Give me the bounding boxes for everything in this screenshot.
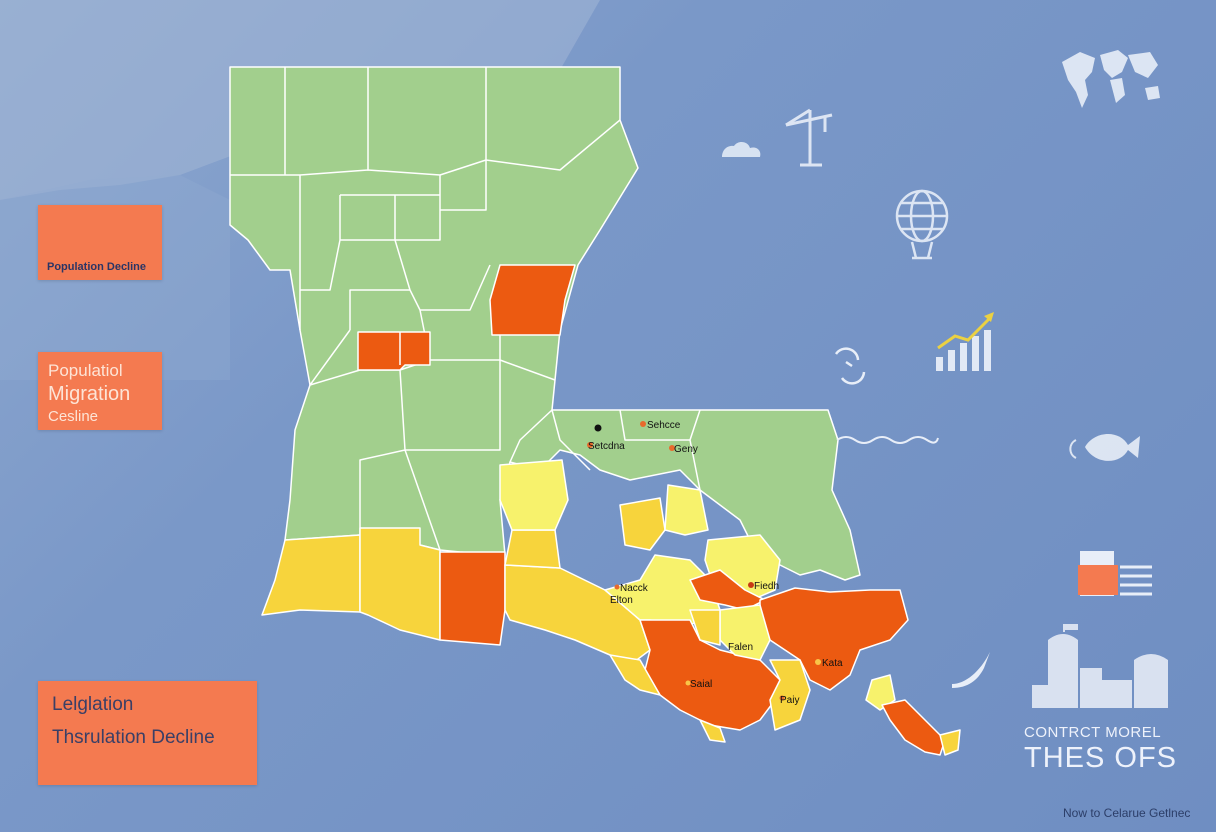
city-dot [614,584,620,590]
legend-card-population-decline: Population Decline [38,205,162,280]
region-light-decline [499,459,569,531]
city-label: Elton [610,595,633,606]
region-high-decline [489,264,576,336]
region-moderate-decline [939,729,961,756]
bird-icon [952,652,990,688]
legend-card-migration: Populatiol Migration Cesline [38,352,162,430]
legend-label: Populatiol [48,361,123,380]
state-map [229,66,961,756]
region-high-decline [881,699,946,756]
wave-icon [836,436,939,444]
city-label: Saial [690,679,712,690]
chart-trend-icon [936,312,994,371]
city-dot [669,445,675,451]
region-moderate-decline [609,654,661,696]
city-dot [685,680,691,686]
city-dot [640,421,646,427]
region-high-decline [759,587,909,691]
legend-label: Thsrulation Decline [52,727,215,748]
fish-icon [1069,433,1140,461]
globe-icon [895,189,949,260]
city-label: Falen [728,642,753,653]
city-labels: Sehcce Setcdna Geny Nacck Elton Fiedh Fa… [588,420,843,706]
refresh-icon [834,347,866,385]
legend-card-legislation: Lelglation Thsrulation Decline [38,681,257,785]
region-moderate-decline [261,534,361,616]
city-markers [587,421,821,701]
city-dot [748,582,754,588]
city-label: Setcdna [588,441,625,452]
corner-title: THES OFS [1024,742,1178,774]
city-label: Geny [674,444,698,455]
city-dot [779,695,785,701]
cloud-icon [722,142,761,157]
city-dot [587,442,593,448]
crane-icon [785,108,833,167]
region-moderate-decline [504,564,651,666]
legend-label: Population Decline [47,261,147,273]
city-label: Fiedh [754,581,779,592]
footer-text: Now to Celarue Getlnec [1063,806,1191,820]
legend-label: Lelglation [52,694,134,715]
city-label: Nacck [620,583,649,594]
parish-boundaries [230,67,701,551]
region-moderate-decline [699,719,726,743]
legend-label: Cesline [48,408,99,425]
city-label: Sehcce [647,420,681,431]
city-label: Paiy [780,695,799,706]
document-list-icon [1078,551,1152,596]
city-label: Kata [822,658,843,669]
legend-label: Migration [48,383,131,405]
region-high-decline [357,331,431,371]
region-moderate-decline [689,609,721,646]
corner-heading: CONTRCT MOREL [1024,724,1162,741]
world-map-icon [1062,50,1160,108]
region-moderate-decline [504,529,561,569]
city-dot [815,659,821,665]
region-light-decline [664,484,709,536]
city-dot [594,424,602,432]
region-moderate-decline [619,497,666,551]
city-buildings-icon [1032,624,1168,708]
region-moderate-decline [769,659,811,731]
region-high-decline [439,551,506,646]
